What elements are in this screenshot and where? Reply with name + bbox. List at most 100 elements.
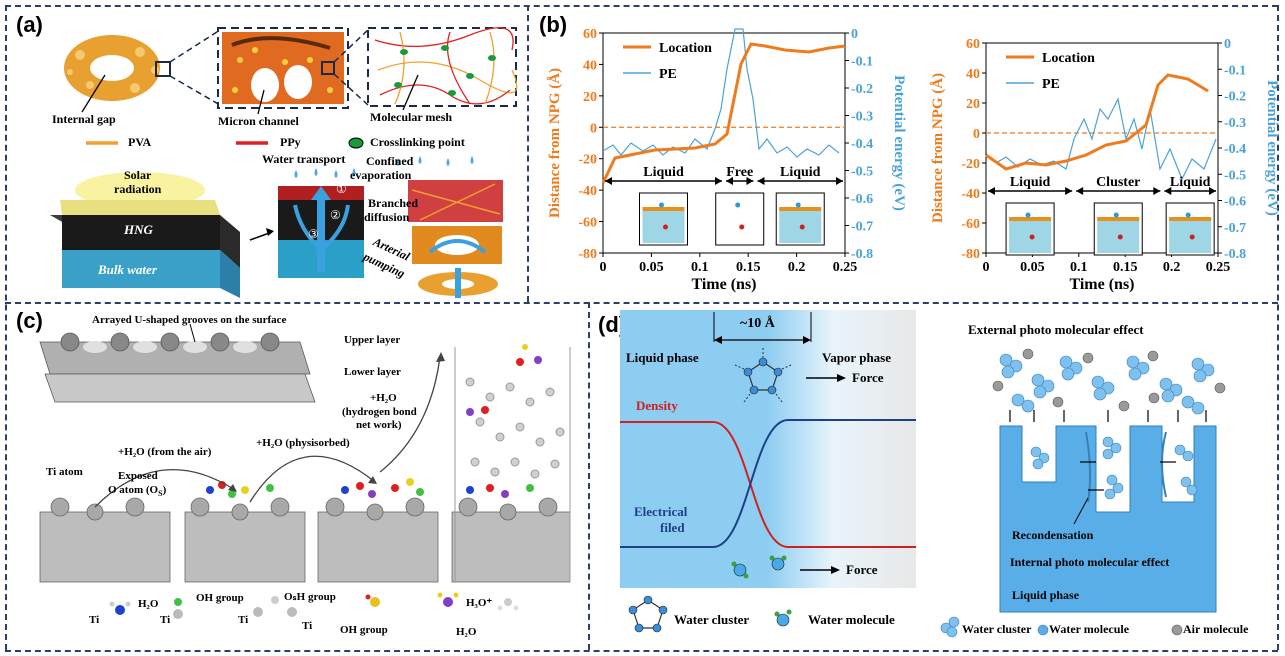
x-axis-label: Time (ns)	[1069, 276, 1134, 293]
label-bulk-water: Bulk water	[98, 262, 157, 277]
snapshot-molecule	[799, 224, 805, 230]
panel-label-c: (c)	[16, 308, 43, 333]
phase-arrowhead	[726, 177, 733, 185]
crystal-slab-4	[451, 484, 571, 583]
frame-middle	[5, 302, 1278, 304]
x-axis-label: Time (ns)	[691, 276, 756, 293]
phase-arrowhead	[605, 177, 612, 185]
snapshot-molecule	[1025, 212, 1031, 218]
legend-pe-label: PE	[659, 67, 677, 82]
phase-arrowhead	[1164, 187, 1172, 195]
label-physisorbed: +H₂O (physisorbed)	[256, 437, 350, 449]
ytick-left-label: 20	[966, 97, 980, 112]
label-micron-channel: Micron channel	[218, 114, 299, 128]
panel-b-charts: 60 40 20 0 -20 -40 -60 -80 0 -0.1 -0.2 -0.3 -0.4 -0.5…	[547, 27, 1280, 293]
xtick-label: 0.25	[833, 260, 858, 275]
label-molecular-mesh: Molecular mesh	[370, 110, 453, 124]
field-curve	[620, 419, 916, 548]
phase-arrowhead	[1065, 187, 1073, 195]
ytick-left-label: 0	[590, 121, 597, 136]
ytick-left-label: 20	[583, 90, 597, 105]
label-hbond2: net work)	[356, 419, 402, 431]
ytick-right-label: -0.1	[851, 55, 873, 70]
ytick-left-label: 40	[966, 67, 980, 82]
molecular-mesh-image	[374, 27, 518, 105]
ytick-left-label: -80	[578, 247, 597, 262]
crystal-slab-3	[317, 478, 439, 583]
phase-arrowhead	[1209, 187, 1216, 195]
location-trace-right	[985, 73, 1209, 171]
phase-arrowhead	[836, 177, 843, 185]
legend-oh2: OH group	[340, 624, 388, 636]
phase-label: Free	[726, 165, 753, 180]
label-recondensation: Recondensation	[1012, 528, 1094, 542]
ytick-left-label: -40	[961, 187, 980, 202]
location-trace-left	[601, 42, 846, 184]
label-h2o-plus: +H₂O	[370, 392, 397, 404]
label-force-top: Force	[852, 370, 884, 385]
xtick-label: 0.25	[1206, 260, 1231, 275]
xtick-label: 0.1	[691, 260, 709, 275]
snapshot-molecule	[1117, 234, 1123, 240]
legend-ti1: Ti	[89, 614, 100, 626]
label-liquid-phase-2: Liquid phase	[1012, 588, 1080, 602]
label-width: ~10 Å	[740, 316, 775, 331]
phase-label: Cluster	[1096, 175, 1140, 190]
ytick-right-label: -0.8	[1224, 247, 1246, 262]
label-density: Density	[636, 398, 678, 413]
ytick-right-label: -0.5	[1224, 168, 1246, 183]
frame-left	[5, 5, 7, 650]
snapshot-surface	[1097, 217, 1140, 221]
label-internal-effect: Internal photo molecular effect	[1010, 555, 1170, 569]
snapshot-surface	[642, 207, 685, 211]
label-external-effect: External photo molecular effect	[968, 322, 1144, 337]
ytick-right-label: 0	[851, 27, 858, 42]
label-exposed: Exposed	[118, 470, 158, 482]
micron-channel-image	[222, 32, 344, 104]
phase-label: Liquid	[780, 165, 821, 180]
crystal-slab-1	[39, 497, 171, 583]
pe-trace-right	[985, 97, 1217, 181]
xtick-label: 0.2	[1163, 260, 1181, 275]
ytick-right-label: -0.6	[851, 192, 873, 207]
ytick-left-label: -20	[961, 157, 980, 172]
ytick-right-label: -0.2	[1224, 90, 1246, 105]
y-axis-label-right: Potential energy (eV)	[891, 75, 907, 211]
ytick-right-label: -0.3	[851, 110, 873, 125]
ytick-left-label: 60	[966, 37, 980, 52]
phase-label: Liquid	[643, 165, 684, 180]
phase-arrowhead	[746, 177, 754, 185]
legend-location-label: Location	[659, 41, 712, 56]
ytick-left-label: 40	[583, 58, 597, 73]
marker-3: ③	[308, 227, 319, 241]
legend-ppy: PPy	[280, 135, 301, 149]
phase-label: Liquid	[1010, 175, 1051, 190]
ytick-right-label: -0.4	[851, 137, 873, 152]
label-confined: Confined	[366, 154, 414, 168]
snapshot-surface	[1169, 217, 1212, 221]
air-water-clusters	[992, 348, 1226, 500]
ytick-right-label: -0.7	[1224, 221, 1246, 236]
snapshot-box	[715, 192, 765, 246]
snapshot-molecule	[659, 202, 664, 208]
legend-water-molecule: Water molecule	[808, 612, 895, 627]
panel-c-figure	[39, 323, 571, 619]
grooved-liquid	[999, 425, 1217, 613]
y-axis-label-right: Potential energy (eV)	[1264, 80, 1280, 216]
ytick-right-label: -0.2	[851, 82, 873, 97]
label-hng: HNG	[124, 222, 153, 237]
interface-box	[620, 310, 916, 588]
phase-arrowhead	[1153, 187, 1161, 195]
ytick-left-label: -60	[961, 217, 980, 232]
legend-h3o: H₃O⁺	[466, 597, 493, 609]
hng-porous-blob	[64, 35, 171, 101]
label-from-air: +H₂O (from the air)	[118, 446, 212, 458]
label-evaporation: evaporation	[350, 168, 412, 182]
legend-crosslink: Crosslinking point	[370, 135, 465, 149]
legend2-molecule: Water molecule	[1049, 622, 1130, 636]
ytick-right-label: -0.5	[851, 165, 873, 180]
label-filed: filed	[660, 520, 685, 535]
phase-arrowhead	[1076, 187, 1084, 195]
phase-arrowhead	[715, 177, 722, 185]
legend-oh: OH group	[196, 592, 244, 604]
